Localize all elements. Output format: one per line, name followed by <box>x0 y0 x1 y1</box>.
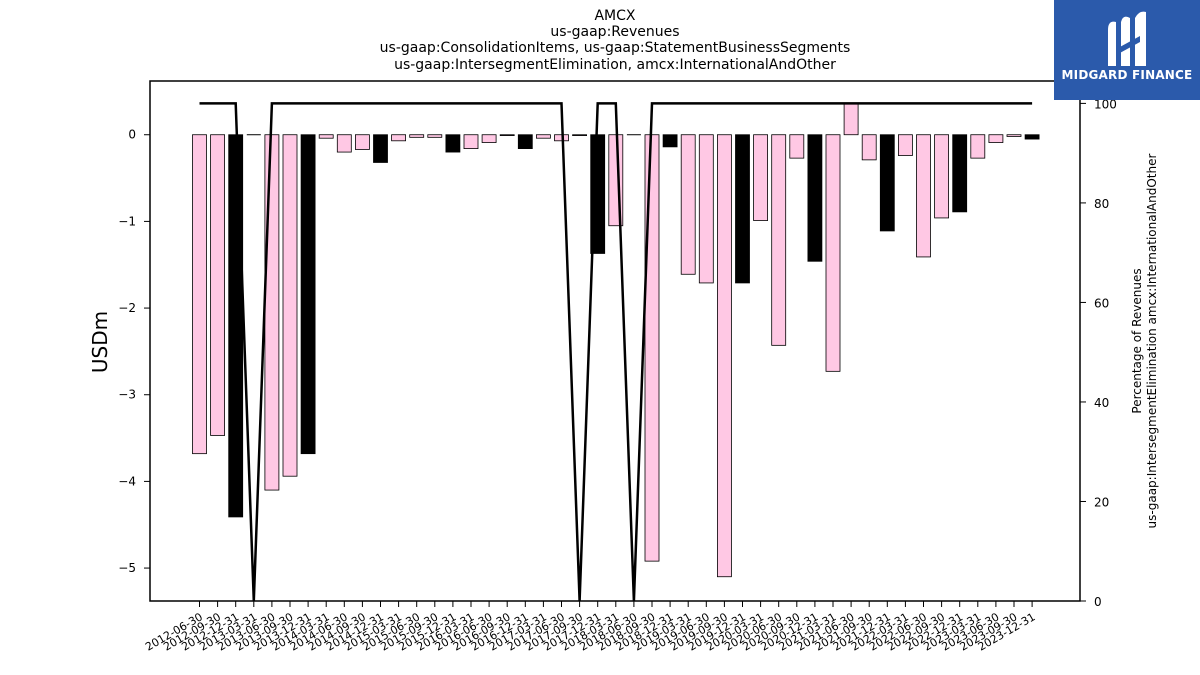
bar-2023-06-30 <box>988 134 1004 143</box>
bar-2022-03-31 <box>898 134 913 156</box>
bar-2015-12-31 <box>445 134 461 153</box>
bar-2022-06-30 <box>916 134 931 258</box>
chart-title: AMCX us-gaap:Revenues us-gaap:Consolidat… <box>380 8 851 73</box>
chart-title-line-2: us-gaap:Revenues <box>550 24 679 40</box>
bar-2017-03-31 <box>536 134 551 139</box>
bar-2021-09-30 <box>861 134 877 161</box>
bar-series <box>192 103 1040 578</box>
plot-frame <box>149 80 1081 602</box>
percentage-line <box>199 102 1033 602</box>
midgard-logo-icon <box>1108 11 1146 67</box>
bar-2019-12-31 <box>735 134 750 284</box>
y-tick-label: −1 <box>118 214 136 228</box>
bar-2022-09-30 <box>934 134 949 219</box>
bar-2012-12-31 <box>228 134 244 518</box>
bar-2012-09-30 <box>210 134 226 436</box>
bar-2021-03-31 <box>825 134 841 372</box>
y2-tick-label: 100 <box>1094 97 1117 111</box>
y2-tick-label: 20 <box>1094 495 1109 509</box>
bar-2019-09-30 <box>717 134 732 578</box>
y-axis-label: USDm <box>88 311 112 373</box>
y-tick-label: −4 <box>118 474 136 488</box>
brand-logo: MIDGARD FINANCE <box>1054 0 1200 100</box>
y2-tick-label: 40 <box>1094 396 1109 410</box>
bar-2013-09-30 <box>282 134 298 477</box>
bar-2023-03-31 <box>970 134 986 159</box>
bar-2020-09-30 <box>789 134 805 159</box>
y2-axis-label-line-1: Percentage of Revenues <box>1130 268 1144 413</box>
bar-2015-09-30 <box>427 134 443 138</box>
y2-axis-label-line-2: us-gaap:IntersegmentElimination amcx:Int… <box>1145 153 1159 528</box>
y-tick-label: 0 <box>128 128 136 142</box>
chart-title-line-4: us-gaap:IntersegmentElimination, amcx:In… <box>394 57 836 73</box>
bar-2021-12-31 <box>879 134 895 232</box>
chart-title-line-1: AMCX <box>594 8 635 24</box>
y-tick-label: −2 <box>118 301 136 315</box>
y2-tick-label: 80 <box>1094 197 1109 211</box>
bar-2018-09-30 <box>644 134 660 562</box>
bar-2016-09-30 <box>499 134 515 137</box>
y-tick-label: −3 <box>118 388 136 402</box>
bar-2017-09-30 <box>572 134 587 137</box>
bar-2014-03-31 <box>318 134 334 139</box>
bar-2018-12-31 <box>662 134 678 148</box>
bar-2019-03-31 <box>680 134 696 275</box>
bar-2014-09-30 <box>354 134 370 150</box>
y2-tick-label: 0 <box>1094 595 1102 609</box>
bar-2014-06-30 <box>336 134 352 153</box>
y-tick-label: −5 <box>118 561 136 575</box>
bar-2023-09-30 <box>1006 134 1022 137</box>
bar-2013-12-31 <box>300 134 316 455</box>
bar-2023-12-31 <box>1024 134 1040 140</box>
bar-2016-12-31 <box>517 134 533 150</box>
bar-2012-06-30 <box>192 134 207 455</box>
bar-2022-12-31 <box>952 134 968 213</box>
bar-2021-06-30 <box>843 103 859 136</box>
y-axis-left: 0 −1 −2 −3 −4 −5 <box>118 128 150 575</box>
chart-title-line-3: us-gaap:ConsolidationItems, us-gaap:Stat… <box>380 40 851 56</box>
brand-name: MIDGARD FINANCE <box>1061 68 1193 82</box>
bar-2016-03-31 <box>463 134 479 150</box>
bar-2015-06-30 <box>409 134 425 138</box>
x-axis: 2012-06-302012-09-302012-12-312013-03-31… <box>143 601 1038 654</box>
bar-2014-12-31 <box>373 134 388 163</box>
bar-2013-06-30 <box>264 134 280 491</box>
bar-2020-03-31 <box>753 134 768 221</box>
bar-2016-06-30 <box>481 134 497 143</box>
bar-2019-06-30 <box>698 134 714 284</box>
bar-2020-12-31 <box>807 134 823 262</box>
bar-2020-06-30 <box>771 134 787 346</box>
y-axis-right: 0 20 40 60 80 100 <box>1080 97 1117 609</box>
y2-tick-label: 60 <box>1094 296 1109 310</box>
bar-2015-03-31 <box>391 134 407 142</box>
